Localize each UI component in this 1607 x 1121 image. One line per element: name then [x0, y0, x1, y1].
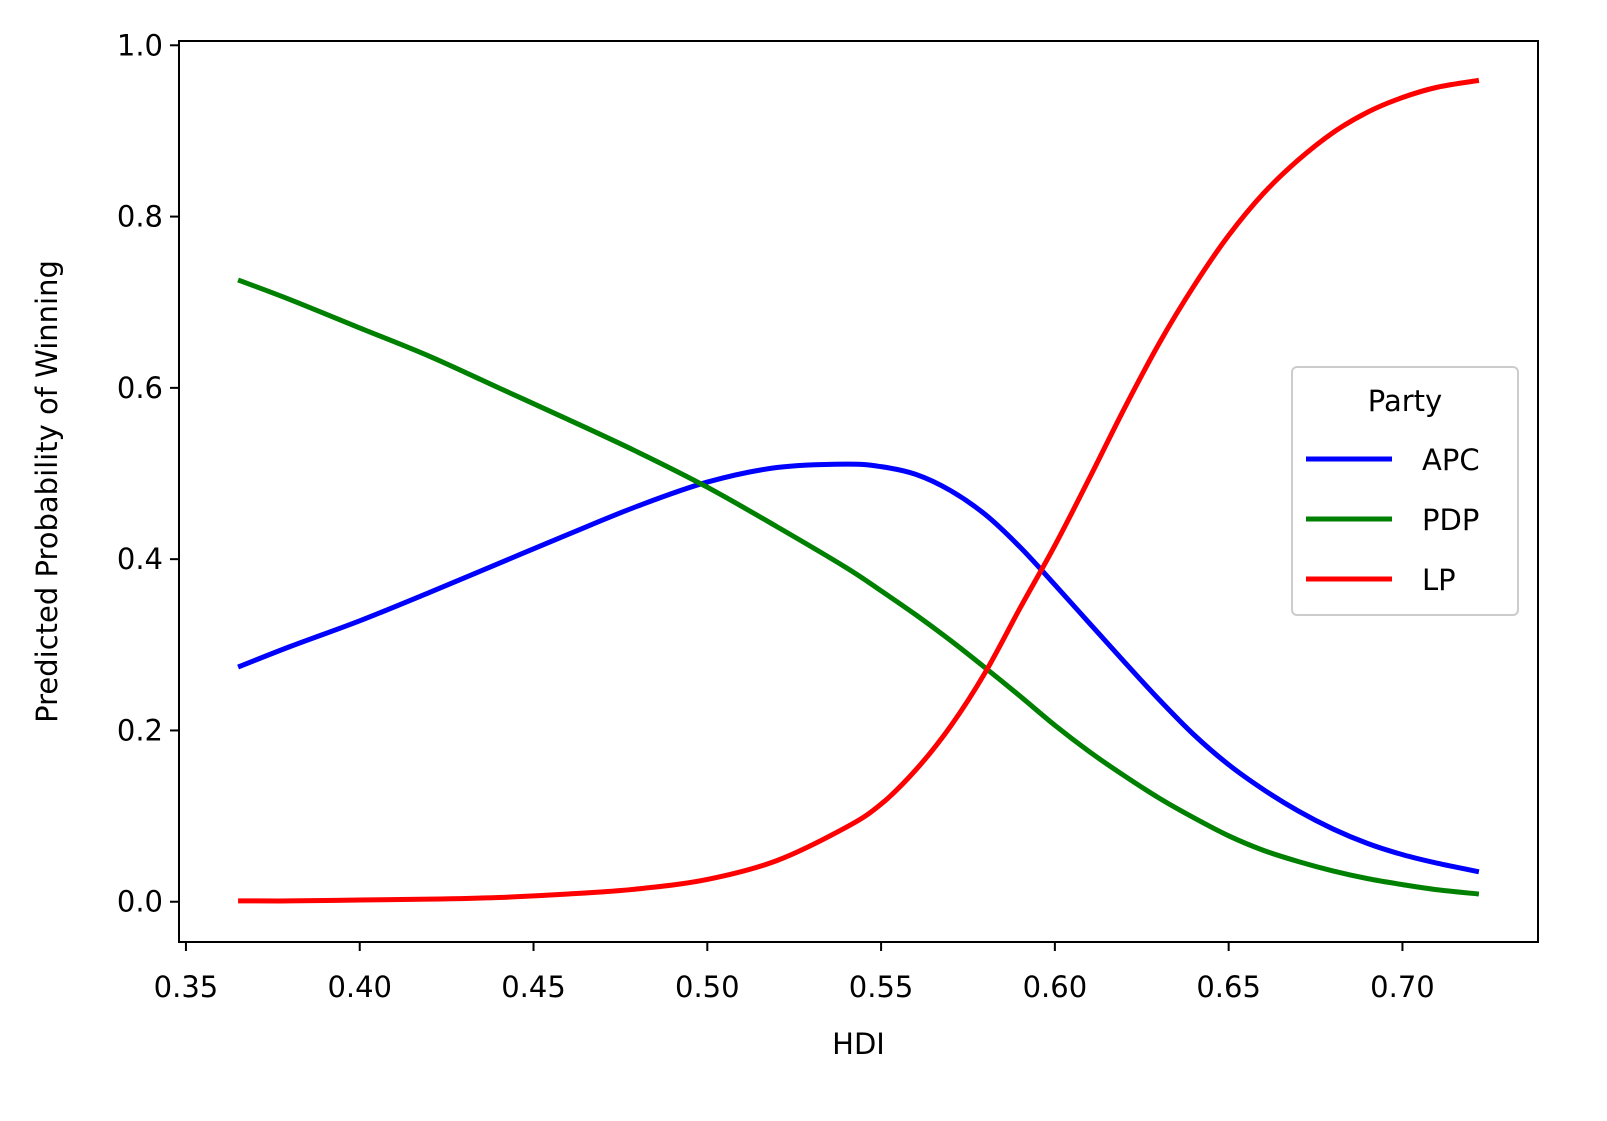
x-tick-label: 0.60 — [1023, 970, 1088, 1004]
series-line-apc — [237, 461, 1480, 875]
y-axis-ticks: 0.0 0.2 0.4 0.6 0.8 1.0 — [117, 28, 179, 919]
plot-frame — [178, 40, 1539, 943]
y-tick-label: 0.8 — [117, 200, 163, 234]
legend: Party APC PDP LP — [1291, 366, 1519, 616]
x-tick-label: 0.40 — [327, 970, 392, 1004]
x-tick-label: 0.55 — [849, 970, 914, 1004]
x-tick-label: 0.35 — [154, 970, 219, 1004]
legend-box — [1291, 366, 1519, 616]
legend-label-lp: LP — [1422, 563, 1456, 597]
legend-label-pdp: PDP — [1422, 503, 1479, 537]
x-tick-label: 0.50 — [675, 970, 740, 1004]
y-tick-label: 0.0 — [117, 885, 163, 919]
y-tick-label: 0.6 — [117, 371, 163, 405]
legend-items: APC PDP LP — [1306, 443, 1480, 597]
x-axis-ticks: 0.35 0.40 0.45 0.50 0.55 0.60 0.65 0.70 — [154, 942, 1435, 1004]
y-tick-label: 0.2 — [117, 713, 163, 747]
legend-label-apc: APC — [1422, 443, 1480, 477]
x-tick-label: 0.65 — [1196, 970, 1261, 1004]
x-tick-label: 0.70 — [1370, 970, 1435, 1004]
legend-title: Party — [1368, 384, 1442, 418]
y-axis-title: Predicted Probability of Winning — [30, 260, 64, 723]
y-tick-label: 1.0 — [117, 28, 163, 62]
series-line-lp — [238, 77, 1480, 904]
x-axis-title: HDI — [832, 1027, 885, 1061]
y-tick-label: 0.4 — [117, 542, 163, 576]
x-tick-label: 0.45 — [501, 970, 566, 1004]
plot-lines — [237, 77, 1480, 904]
